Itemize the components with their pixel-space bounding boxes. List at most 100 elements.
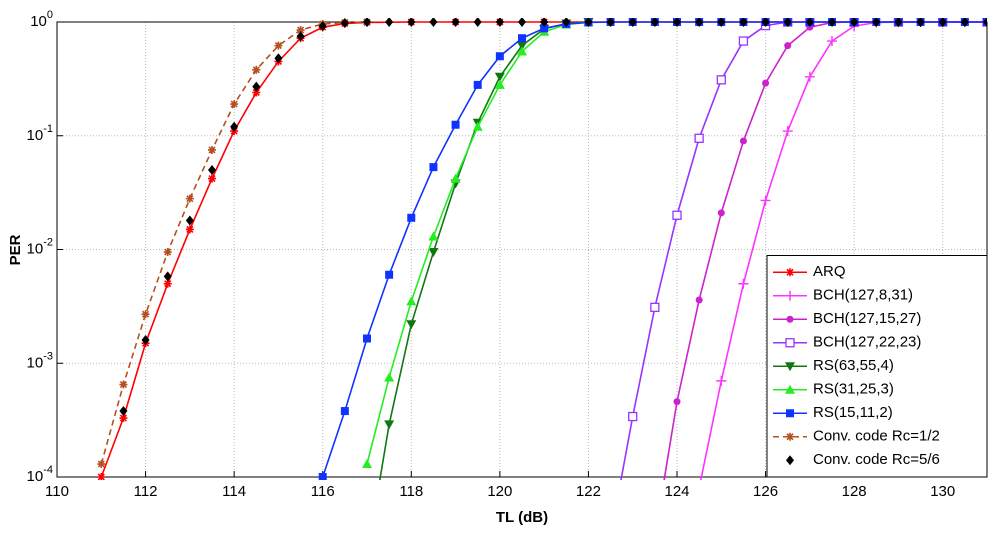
- legend-label: Conv. code Rc=1/2: [813, 428, 940, 445]
- x-tick-label: 110: [45, 483, 69, 500]
- marker: [673, 398, 681, 406]
- marker: [141, 335, 150, 346]
- marker: [716, 375, 727, 386]
- legend-marker: [785, 290, 795, 301]
- marker: [473, 18, 482, 27]
- marker: [252, 65, 261, 74]
- marker: [828, 18, 836, 27]
- legend-marker: [786, 315, 794, 323]
- marker: [208, 164, 216, 175]
- marker: [960, 18, 969, 27]
- marker: [407, 18, 416, 27]
- marker: [318, 473, 327, 480]
- marker: [185, 194, 194, 203]
- marker: [518, 34, 526, 43]
- marker: [694, 133, 704, 143]
- marker: [738, 36, 749, 46]
- marker: [252, 81, 261, 92]
- marker: [517, 46, 527, 56]
- marker: [628, 18, 637, 27]
- marker: [695, 296, 703, 304]
- marker: [716, 75, 726, 85]
- legend-marker: [786, 455, 794, 466]
- marker: [97, 460, 106, 469]
- legend-marker: [785, 362, 795, 372]
- marker: [783, 18, 792, 27]
- marker: [119, 380, 128, 389]
- marker: [717, 209, 725, 217]
- marker: [650, 18, 659, 27]
- legend-marker: [786, 268, 794, 277]
- marker: [340, 407, 349, 416]
- marker: [119, 406, 128, 417]
- legend-label: RS(15,11,2): [813, 404, 893, 421]
- marker: [428, 231, 439, 241]
- x-tick-label: 128: [842, 483, 867, 500]
- marker: [385, 18, 394, 27]
- marker: [385, 270, 394, 279]
- marker: [650, 302, 660, 313]
- y-tick-label: 10-4: [27, 464, 53, 485]
- marker: [739, 18, 748, 27]
- y-tick-label: 10-1: [27, 123, 53, 144]
- legend-marker: [786, 409, 794, 418]
- marker: [363, 18, 371, 27]
- marker: [296, 31, 305, 42]
- marker: [672, 210, 682, 220]
- y-tick-label: 10-2: [27, 236, 53, 257]
- x-tick-label: 116: [311, 483, 335, 500]
- marker: [163, 279, 172, 288]
- legend-label: BCH(127,8,31): [813, 287, 913, 304]
- marker: [916, 18, 925, 27]
- marker: [628, 411, 638, 422]
- marker: [761, 18, 770, 27]
- marker: [185, 215, 194, 226]
- marker: [141, 310, 150, 319]
- marker: [450, 173, 461, 183]
- marker: [739, 137, 747, 145]
- marker: [406, 320, 417, 330]
- marker: [384, 372, 395, 382]
- y-tick-label: 10-3: [27, 350, 53, 371]
- marker: [472, 121, 483, 131]
- marker: [230, 100, 239, 109]
- y-tick-label: 100: [30, 9, 53, 30]
- marker: [540, 24, 549, 33]
- marker: [673, 18, 681, 27]
- x-tick-label: 112: [134, 483, 158, 500]
- marker: [495, 52, 504, 61]
- marker: [252, 88, 261, 97]
- marker: [827, 36, 837, 47]
- legend-marker: [786, 432, 794, 441]
- marker: [97, 473, 106, 480]
- marker: [451, 120, 460, 129]
- marker: [274, 53, 283, 64]
- marker: [518, 18, 526, 27]
- x-axis-label: TL (dB): [496, 509, 548, 526]
- marker: [584, 18, 593, 27]
- legend-label: RS(31,25,3): [813, 381, 894, 398]
- x-tick-label: 114: [222, 483, 246, 500]
- marker: [738, 278, 749, 289]
- marker: [805, 18, 814, 27]
- marker: [406, 296, 417, 306]
- marker: [762, 79, 770, 87]
- marker: [694, 483, 704, 493]
- marker: [429, 18, 438, 27]
- marker: [384, 420, 395, 430]
- marker: [494, 72, 505, 82]
- marker: [429, 163, 438, 172]
- x-tick-label: 118: [399, 483, 423, 500]
- x-tick-label: 120: [487, 483, 512, 500]
- legend-label: BCH(127,15,27): [813, 310, 921, 327]
- marker: [983, 18, 987, 27]
- legend-label: BCH(127,22,23): [813, 334, 921, 351]
- marker: [274, 41, 283, 50]
- marker: [163, 271, 172, 282]
- marker: [540, 18, 549, 27]
- legend-label: Conv. code Rc=5/6: [813, 451, 940, 468]
- marker: [495, 18, 504, 27]
- marker: [296, 26, 305, 35]
